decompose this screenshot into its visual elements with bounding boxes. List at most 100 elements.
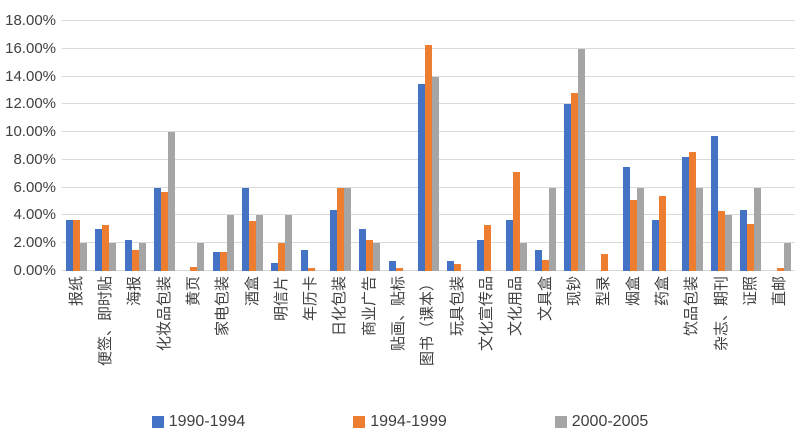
- bar-1990-1994: [652, 219, 660, 271]
- bar-2000-2005: [138, 243, 146, 271]
- x-category-label: 文具盒: [536, 276, 554, 322]
- bar-group: [619, 21, 648, 271]
- bar-group: [297, 21, 326, 271]
- x-label-cell: 商业广告: [355, 273, 384, 411]
- x-label-cell: 明信片: [267, 273, 296, 411]
- bar-2000-2005: [725, 215, 733, 271]
- x-category-label: 日化包装: [331, 276, 349, 337]
- bar-group: [414, 21, 443, 271]
- bar-1990-1994: [329, 209, 337, 271]
- bar-group: [707, 21, 736, 271]
- bar-1994-1999: [659, 196, 667, 271]
- bar-1994-1999: [483, 225, 491, 271]
- bar-2000-2005: [549, 187, 557, 271]
- bar-1994-1999: [542, 259, 550, 271]
- x-category-label: 商业广告: [360, 276, 378, 337]
- bar-1994-1999: [307, 268, 315, 271]
- bar-group: [443, 21, 472, 271]
- bar-1994-1999: [776, 268, 784, 271]
- x-label-cell: 酒盒: [238, 273, 267, 411]
- x-label-cell: 文具盒: [531, 273, 560, 411]
- y-tick-label: 8.00%: [13, 150, 56, 168]
- x-category-label: 海报: [126, 276, 144, 307]
- bar-group: [736, 21, 765, 271]
- bar-group: [502, 21, 531, 271]
- bar-2000-2005: [637, 187, 645, 271]
- x-category-label: 家电包装: [214, 276, 232, 337]
- bar-1990-1994: [95, 229, 103, 271]
- bar-2000-2005: [695, 187, 703, 271]
- x-label-cell: 贴画、贴标: [384, 273, 413, 411]
- bar-1990-1994: [212, 251, 220, 271]
- bar-1990-1994: [66, 219, 74, 271]
- legend-item: 2000-2005: [554, 413, 648, 431]
- legend-label: 1994-1999: [370, 413, 447, 430]
- bar-group: [209, 21, 238, 271]
- x-category-label: 杂志、期刊: [712, 276, 730, 352]
- bar-group: [560, 21, 589, 271]
- y-tick-label: 16.00%: [5, 39, 56, 57]
- gridline: [62, 20, 795, 21]
- bar-1990-1994: [388, 261, 396, 271]
- x-label-cell: 药盒: [648, 273, 677, 411]
- bar-1990-1994: [447, 261, 455, 271]
- x-category-label: 便签、即时贴: [96, 276, 114, 367]
- bar-2000-2005: [783, 243, 791, 271]
- bar-group: [472, 21, 501, 271]
- y-tick-label: 2.00%: [13, 234, 56, 252]
- bar-2000-2005: [285, 215, 293, 271]
- legend-swatch: [353, 416, 366, 428]
- x-category-label: 图书（课本）: [419, 276, 437, 367]
- bar-1994-1999: [366, 240, 374, 271]
- legend-swatch: [554, 416, 567, 428]
- bar-1994-1999: [395, 268, 403, 271]
- bar-group: [121, 21, 150, 271]
- x-category-label: 年历卡: [302, 276, 320, 322]
- x-category-label: 化妆品包装: [155, 276, 173, 352]
- x-label-cell: 报纸: [62, 273, 91, 411]
- bar-2000-2005: [226, 215, 234, 271]
- bar-1990-1994: [271, 262, 279, 271]
- bar-1990-1994: [300, 250, 308, 271]
- bar-1994-1999: [219, 251, 227, 271]
- x-category-label: 药盒: [653, 276, 671, 307]
- bar-1990-1994: [476, 240, 484, 271]
- legend-item: 1990-1994: [151, 413, 245, 431]
- bar-1994-1999: [454, 264, 462, 271]
- bar-1994-1999: [688, 151, 696, 271]
- x-category-label: 证照: [741, 276, 759, 307]
- y-tick-label: 6.00%: [13, 178, 56, 196]
- y-tick-label: 4.00%: [13, 206, 56, 224]
- x-label-cell: 海报: [121, 273, 150, 411]
- bar-1990-1994: [623, 166, 631, 271]
- bar-1990-1994: [154, 187, 162, 271]
- x-label-cell: 玩具包装: [443, 273, 472, 411]
- bar-groups: [62, 21, 795, 271]
- bar-group: [150, 21, 179, 271]
- legend-item: 1994-1999: [353, 413, 447, 431]
- x-category-label: 文化宣传品: [478, 276, 496, 352]
- x-label-cell: 日化包装: [326, 273, 355, 411]
- x-label-cell: 化妆品包装: [150, 273, 179, 411]
- bar-1994-1999: [278, 243, 286, 271]
- bar-1994-1999: [571, 93, 579, 271]
- bar-group: [326, 21, 355, 271]
- bar-group: [678, 21, 707, 271]
- x-category-label: 玩具包装: [448, 276, 466, 337]
- x-category-label: 饮品包装: [683, 276, 701, 337]
- x-label-cell: 文化用品: [502, 273, 531, 411]
- bar-1990-1994: [535, 250, 543, 271]
- bar-1994-1999: [249, 221, 257, 271]
- bar-1990-1994: [681, 157, 689, 271]
- bar-1990-1994: [711, 136, 719, 271]
- x-label-cell: 烟盒: [619, 273, 648, 411]
- bar-2000-2005: [109, 243, 117, 271]
- bar-2000-2005: [754, 187, 762, 271]
- legend-swatch: [151, 416, 164, 428]
- bar-1994-1999: [718, 211, 726, 271]
- plot-area: [62, 20, 795, 271]
- bar-1994-1999: [161, 191, 169, 271]
- bar-1994-1999: [336, 187, 344, 271]
- x-category-label: 酒盒: [243, 276, 261, 307]
- bar-group: [384, 21, 413, 271]
